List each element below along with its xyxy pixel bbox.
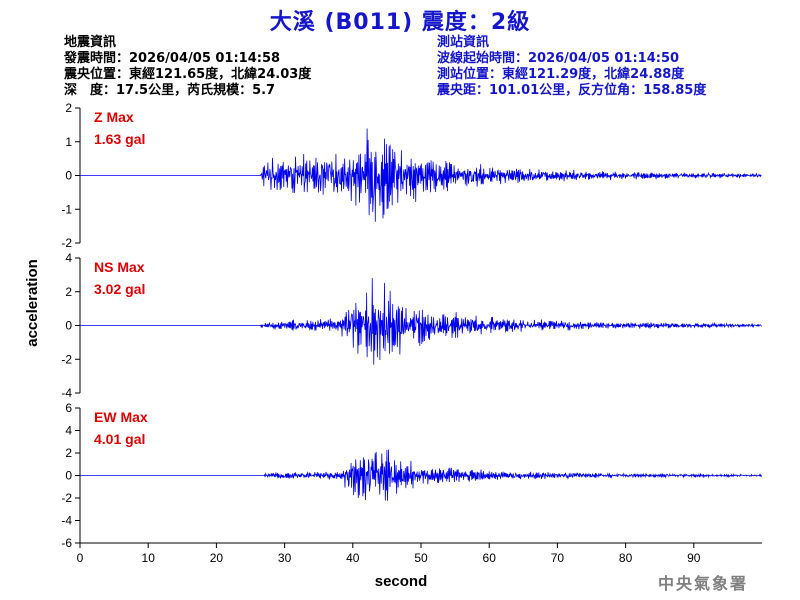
max-value-z: 1.63 gal: [94, 131, 145, 147]
chart-title: 大溪 (B011) 震度：2級: [269, 10, 531, 35]
y-tick-label: 0: [65, 319, 72, 333]
depth-magnitude: 深 度：17.5公里，芮氏規模：5.7: [64, 83, 276, 98]
panels-layer: 2 1 0 -1 -2 Z Max 1.63 gal 4 2 0 -2 -4 NS Max 3.02 ga…: [61, 101, 763, 550]
x-tick-label: 70: [551, 551, 565, 565]
panel-ew: 6 4 2 0 -2 -4 -6 EW Max 4.01 gal: [61, 401, 763, 550]
y-tick-label: -4: [61, 514, 72, 528]
y-tick-label: 0: [65, 169, 72, 183]
y-axis-title: acceleration: [24, 259, 41, 347]
max-label-z: Z Max: [94, 109, 134, 125]
x-axis-title: second: [375, 573, 428, 590]
waveform-z: [80, 128, 762, 222]
earthquake-info-heading: 地震資訊: [64, 35, 117, 50]
x-tick-label: 90: [687, 551, 701, 565]
y-tick-label: -1: [61, 202, 72, 216]
y-tick-label: 6: [65, 401, 72, 415]
x-tick-label: 40: [346, 551, 360, 565]
max-value-ew: 4.01 gal: [94, 431, 145, 447]
waveform-start-time: 波線起始時間：2026/04/05 01:14:50: [437, 51, 680, 66]
station-info: 測站資訊 波線起始時間：2026/04/05 01:14:50 測站位置：東經1…: [437, 35, 706, 99]
y-tick-label: 4: [65, 424, 72, 438]
x-tick-label: 50: [414, 551, 428, 565]
station-location: 測站位置：東經121.29度，北緯24.88度: [437, 67, 685, 82]
panel-z: 2 1 0 -1 -2 Z Max 1.63 gal: [61, 101, 762, 250]
epicenter-location: 震央位置：東經121.65度，北緯24.03度: [64, 67, 312, 82]
y-tick-label: 0: [65, 469, 72, 483]
y-tick-label: -2: [61, 352, 72, 366]
station-info-heading: 測站資訊: [437, 35, 490, 50]
y-tick-label: -6: [61, 536, 72, 550]
origin-time: 發震時間：2026/04/05 01:14:58: [64, 51, 281, 66]
max-label-ew: EW Max: [94, 409, 148, 425]
earthquake-info: 地震資訊 發震時間：2026/04/05 01:14:58 震央位置：東經121…: [64, 35, 311, 99]
x-tick-label: 80: [619, 551, 633, 565]
waveform-ew: [80, 449, 763, 501]
y-tick-label: 2: [65, 446, 72, 460]
y-tick-label: 4: [65, 251, 72, 265]
x-tick-label: 20: [210, 551, 224, 565]
y-tick-label: -2: [61, 491, 72, 505]
y-tick-label: -4: [61, 386, 72, 400]
x-tick-label: 30: [278, 551, 292, 565]
epicentral-distance: 震央距：101.01公里，反方位角：158.85度: [437, 83, 707, 98]
panel-ns: 4 2 0 -2 -4 NS Max 3.02 gal: [61, 251, 762, 400]
x-tick-label: 10: [142, 551, 156, 565]
y-tick-label: 2: [65, 101, 72, 115]
max-label-ns: NS Max: [94, 259, 145, 275]
y-tick-label: 1: [65, 135, 72, 149]
agency-watermark: 中央氣象署: [657, 574, 748, 593]
x-tick-label: 0: [77, 551, 84, 565]
y-tick-label: -2: [61, 236, 72, 250]
x-tick-label: 60: [483, 551, 497, 565]
x-axis: 0 10 20 30 40 50 60 70 80 90: [77, 542, 762, 565]
waveform-ns: [80, 278, 762, 365]
max-value-ns: 3.02 gal: [94, 281, 145, 297]
y-tick-label: 2: [65, 285, 72, 299]
